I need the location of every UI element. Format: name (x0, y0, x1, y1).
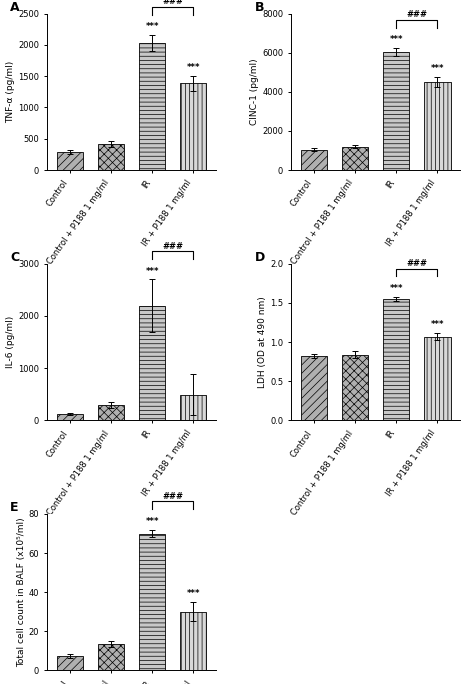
Bar (301, 150, 328, 170)
Y-axis label: LDH (OD at 490 nm): LDH (OD at 490 nm) (258, 296, 267, 388)
Y-axis label: CINC-1 (pg/ml): CINC-1 (pg/ml) (250, 59, 259, 125)
Text: ###: ### (162, 492, 183, 501)
Text: D: D (255, 251, 264, 264)
Bar (56, 152, 83, 170)
Text: ###: ### (406, 10, 427, 19)
Bar (180, 83, 207, 170)
Bar (424, 337, 451, 420)
Text: ***: *** (186, 63, 200, 72)
Bar (98, 144, 124, 170)
Bar (98, 405, 124, 420)
Bar (180, 395, 207, 420)
Text: ***: *** (430, 321, 444, 330)
Text: ***: *** (390, 35, 403, 44)
Bar (342, 354, 368, 420)
Bar (139, 534, 165, 670)
Bar (383, 299, 410, 420)
Bar (342, 146, 368, 170)
Text: E: E (10, 501, 19, 514)
Text: ###: ### (162, 241, 183, 250)
Text: ###: ### (406, 259, 427, 267)
Bar (424, 82, 451, 170)
Bar (139, 43, 165, 170)
Text: B: B (255, 1, 264, 14)
Y-axis label: Total cell count in BALF (x10⁵/ml): Total cell count in BALF (x10⁵/ml) (17, 517, 26, 667)
Bar (383, 52, 410, 170)
Bar (98, 644, 124, 670)
Text: ***: *** (146, 516, 159, 526)
Y-axis label: IL-6 (pg/ml): IL-6 (pg/ml) (6, 316, 15, 368)
Text: ***: *** (186, 589, 200, 598)
Bar (180, 611, 207, 670)
Bar (56, 656, 83, 670)
Text: A: A (10, 1, 20, 14)
Text: C: C (10, 251, 19, 264)
Text: ***: *** (146, 267, 159, 276)
Bar (139, 306, 165, 420)
Bar (56, 414, 83, 420)
Text: ***: *** (146, 22, 159, 31)
Text: ***: *** (390, 284, 403, 293)
Y-axis label: TNF-α (pg/ml): TNF-α (pg/ml) (6, 61, 15, 123)
Text: ###: ### (162, 0, 183, 6)
Text: ***: *** (430, 64, 444, 73)
Bar (301, 356, 328, 420)
